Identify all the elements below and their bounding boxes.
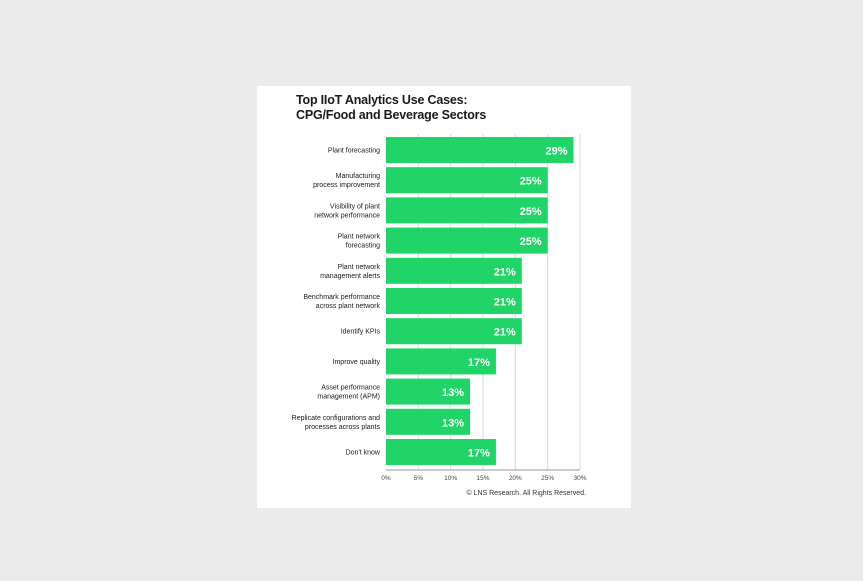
bar bbox=[386, 137, 574, 163]
bar-value-label: 13% bbox=[442, 387, 464, 399]
x-tick-label: 25% bbox=[541, 475, 554, 482]
category-label: Plant network bbox=[338, 264, 381, 271]
chart-title: Top IIoT Analytics Use Cases: CPG/Food a… bbox=[296, 93, 486, 123]
copyright-notice: © LNS Research. All Rights Reserved. bbox=[466, 490, 586, 497]
x-tick-label: 20% bbox=[509, 475, 522, 482]
bar-value-label: 21% bbox=[494, 297, 516, 309]
x-tick-label: 15% bbox=[476, 475, 489, 482]
bar-value-label: 25% bbox=[520, 206, 542, 218]
category-label: Plant network bbox=[338, 234, 381, 241]
x-tick-label: 0% bbox=[381, 475, 391, 482]
category-label: Benchmark performance bbox=[303, 294, 380, 301]
bar-value-label: 21% bbox=[494, 266, 516, 278]
bar bbox=[386, 408, 471, 435]
chart-title-line-2: CPG/Food and Beverage Sectors bbox=[296, 108, 487, 122]
category-label: Don't know bbox=[346, 450, 381, 457]
bar bbox=[386, 318, 522, 345]
bar-value-label: 21% bbox=[494, 327, 516, 339]
bar-value-label: 25% bbox=[520, 236, 542, 248]
bar bbox=[386, 288, 522, 314]
bar bbox=[386, 167, 548, 194]
x-tick-label: 30% bbox=[573, 475, 586, 482]
category-label: Replicate configurations and bbox=[292, 415, 380, 422]
x-tick-label: 5% bbox=[414, 475, 424, 482]
category-label: processes across plants bbox=[305, 424, 381, 431]
bar-value-label: 17% bbox=[468, 448, 490, 460]
bar bbox=[386, 257, 522, 284]
category-label: Asset performance bbox=[321, 385, 380, 392]
category-label: network performance bbox=[314, 212, 380, 219]
category-label: management (APM) bbox=[317, 394, 380, 401]
bar bbox=[386, 227, 548, 254]
category-label: process improvement bbox=[313, 182, 380, 189]
category-label: management alerts bbox=[320, 273, 380, 280]
bar bbox=[386, 378, 471, 405]
category-label: Identify KPIs bbox=[341, 329, 381, 336]
bar-value-label: 17% bbox=[468, 357, 490, 369]
bar bbox=[386, 348, 496, 375]
bar-value-label: 13% bbox=[442, 417, 464, 429]
category-label: across plant network bbox=[316, 303, 381, 310]
category-label: Improve quality bbox=[333, 359, 381, 366]
bar-value-label: 25% bbox=[520, 176, 542, 188]
chart-title-line-1: Top IIoT Analytics Use Cases: bbox=[296, 93, 468, 107]
category-label: Visibility of plant bbox=[330, 203, 380, 210]
category-label: forecasting bbox=[346, 243, 380, 250]
category-label: Plant forecasting bbox=[328, 148, 380, 155]
bar bbox=[386, 197, 548, 224]
bar-value-label: 29% bbox=[546, 146, 568, 158]
x-tick-label: 10% bbox=[444, 475, 457, 482]
category-label: Manufacturing bbox=[336, 173, 380, 180]
bar bbox=[386, 439, 496, 465]
